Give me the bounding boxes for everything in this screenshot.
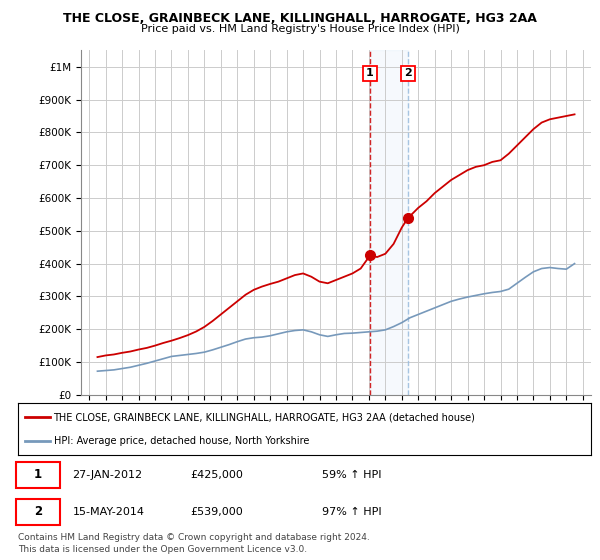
Text: Contains HM Land Registry data © Crown copyright and database right 2024.
This d: Contains HM Land Registry data © Crown c… bbox=[18, 533, 370, 554]
Text: £425,000: £425,000 bbox=[190, 470, 243, 480]
Text: £539,000: £539,000 bbox=[190, 507, 242, 517]
Text: 27-JAN-2012: 27-JAN-2012 bbox=[73, 470, 143, 480]
Text: THE CLOSE, GRAINBECK LANE, KILLINGHALL, HARROGATE, HG3 2AA: THE CLOSE, GRAINBECK LANE, KILLINGHALL, … bbox=[63, 12, 537, 25]
Text: 15-MAY-2014: 15-MAY-2014 bbox=[73, 507, 145, 517]
Text: 1: 1 bbox=[366, 68, 374, 78]
Text: HPI: Average price, detached house, North Yorkshire: HPI: Average price, detached house, Nort… bbox=[53, 436, 309, 446]
Text: 97% ↑ HPI: 97% ↑ HPI bbox=[322, 507, 382, 517]
Bar bbox=[370, 50, 408, 395]
Text: 1: 1 bbox=[34, 468, 42, 481]
Text: 59% ↑ HPI: 59% ↑ HPI bbox=[322, 470, 381, 480]
FancyBboxPatch shape bbox=[16, 499, 61, 525]
Text: THE CLOSE, GRAINBECK LANE, KILLINGHALL, HARROGATE, HG3 2AA (detached house): THE CLOSE, GRAINBECK LANE, KILLINGHALL, … bbox=[53, 412, 475, 422]
Text: 2: 2 bbox=[34, 506, 42, 519]
Text: 2: 2 bbox=[404, 68, 412, 78]
Text: Price paid vs. HM Land Registry's House Price Index (HPI): Price paid vs. HM Land Registry's House … bbox=[140, 24, 460, 34]
FancyBboxPatch shape bbox=[16, 462, 61, 488]
